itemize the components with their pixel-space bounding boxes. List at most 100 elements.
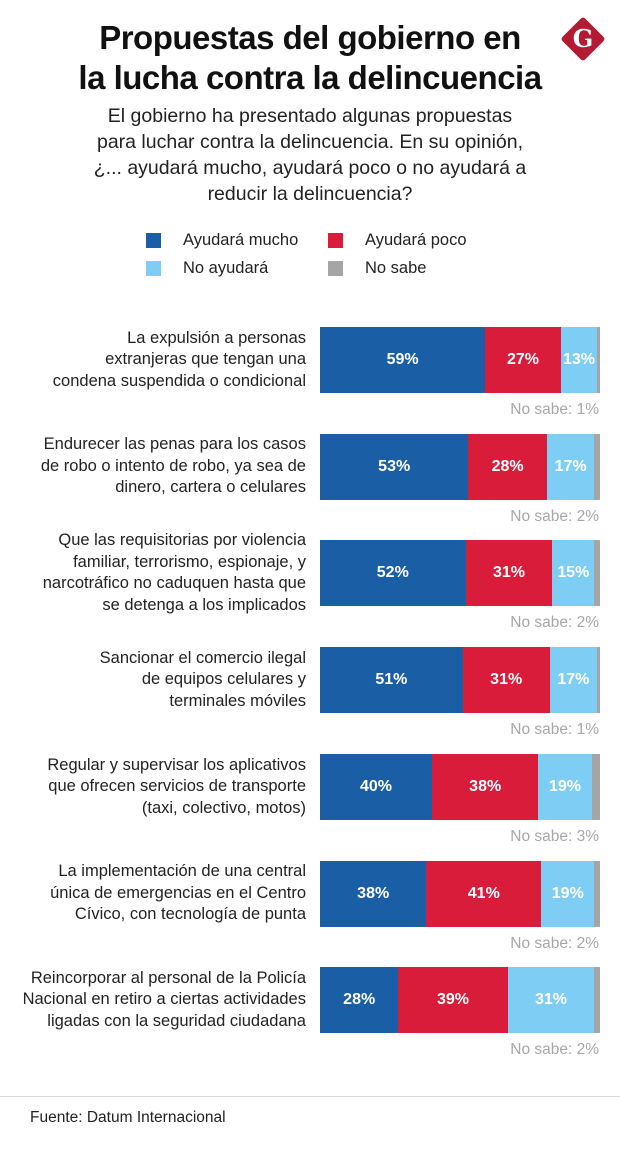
data-label: 51% bbox=[375, 671, 408, 689]
no-sabe-note: No sabe: 2% bbox=[510, 934, 599, 952]
logo-letter: G bbox=[573, 24, 594, 53]
segment-no-ayudara bbox=[541, 860, 595, 927]
segment-no-sabe bbox=[594, 433, 600, 500]
title-line: Propuestas del gobierno en bbox=[99, 19, 521, 56]
row-label-line: La expulsión a personas bbox=[127, 328, 306, 347]
data-label: 19% bbox=[551, 884, 584, 902]
no-sabe-note: No sabe: 1% bbox=[510, 401, 599, 418]
data-label: 13% bbox=[562, 351, 595, 368]
legend-item-ayudara-poco: Ayudará poco bbox=[328, 231, 467, 250]
row-label-line: única de emergencias en el Centro bbox=[50, 883, 306, 902]
segment-no-ayudara bbox=[552, 540, 595, 607]
row-label-line: (taxi, colectivo, motos) bbox=[141, 798, 306, 817]
row-label-line: dinero, cartera o celulares bbox=[115, 478, 306, 497]
segment-ayudara-mucho bbox=[320, 860, 427, 927]
legend-swatch bbox=[328, 261, 343, 276]
legend-label: Ayudará poco bbox=[365, 231, 467, 249]
subtitle-line: El gobierno ha presentado algunas propue… bbox=[107, 105, 513, 127]
segment-no-ayudara bbox=[549, 647, 598, 714]
legend-label: No sabe bbox=[365, 259, 427, 277]
data-label: 38% bbox=[357, 884, 390, 902]
legend-label: No ayudará bbox=[183, 259, 269, 277]
segment-ayudara-mucho bbox=[320, 540, 466, 607]
data-label: 41% bbox=[467, 884, 500, 902]
row-label-line: Regular y supervisar los aplicativos bbox=[47, 755, 306, 774]
segment-ayudara-poco bbox=[426, 860, 542, 927]
stacked-bar: 38% 41% 19% bbox=[320, 860, 600, 927]
data-label: 52% bbox=[376, 564, 409, 582]
row-label: La implementación de una central única de… bbox=[0, 861, 306, 926]
data-label: 59% bbox=[386, 351, 419, 368]
subtitle-line: para luchar contra la delincuencia. En s… bbox=[96, 131, 524, 153]
segment-no-sabe bbox=[594, 860, 600, 927]
row-label-line: que ofrecen servicios de transporte bbox=[48, 777, 306, 796]
segment-ayudara-poco bbox=[468, 433, 547, 500]
segment-no-ayudara bbox=[546, 433, 595, 500]
stacked-bar: 53% 28% 17% bbox=[320, 433, 600, 500]
row-label-line: de equipos celulares y bbox=[141, 670, 306, 689]
stacked-bar: 51% 31% 17% bbox=[320, 647, 600, 714]
row-label-line: ligadas con la seguridad ciudadana bbox=[47, 1011, 306, 1030]
data-label: 40% bbox=[359, 777, 393, 795]
data-label: 17% bbox=[557, 671, 590, 689]
row-label: Que las requisitorias por violencia famil… bbox=[0, 530, 306, 616]
logo-diamond bbox=[561, 17, 605, 61]
data-label: 28% bbox=[491, 457, 524, 475]
row-label-line: Que las requisitorias por violencia bbox=[58, 531, 306, 550]
row-label-line: Nacional en retiro a ciertas actividades bbox=[22, 990, 306, 1009]
no-sabe-note: No sabe: 2% bbox=[510, 614, 599, 632]
no-sabe-note: No sabe: 3% bbox=[510, 827, 599, 845]
segment-ayudara-mucho bbox=[320, 967, 399, 1034]
data-label: 27% bbox=[506, 351, 539, 368]
stacked-bar: 28% 39% 31% bbox=[320, 967, 600, 1034]
row-label-line: de robo o intento de robo, ya sea de bbox=[40, 456, 306, 475]
row-label-line: familiar, terrorismo, espionaje, y bbox=[73, 552, 306, 571]
row-label-line: Cívico, con tecnología de punta bbox=[74, 905, 306, 924]
data-label: 31% bbox=[492, 564, 525, 582]
segment-no-ayudara bbox=[538, 753, 592, 820]
chart-subtitle: El gobierno ha presentado algunas propue… bbox=[60, 103, 560, 207]
legend-item-ayudara-mucho: Ayudará mucho bbox=[146, 231, 298, 250]
segment-ayudara-poco bbox=[485, 327, 561, 393]
data-label: 15% bbox=[557, 564, 590, 582]
row-label-line: terminales móviles bbox=[169, 691, 306, 710]
segment-no-sabe bbox=[591, 753, 600, 820]
subtitle-line: ¿... ayudará mucho, ayudará poco o no ay… bbox=[93, 157, 527, 179]
segment-no-sabe bbox=[597, 647, 600, 714]
data-label: 39% bbox=[436, 991, 469, 1009]
row-label-line: Sancionar el comercio ilegal bbox=[99, 648, 306, 667]
segment-ayudara-mucho bbox=[320, 647, 463, 714]
legend-label: Ayudará mucho bbox=[183, 231, 299, 249]
legend-item-no-sabe: No sabe bbox=[328, 259, 426, 278]
segment-no-sabe bbox=[597, 327, 600, 393]
no-sabe-note: No sabe: 2% bbox=[510, 507, 599, 525]
stacked-bar: 59% 27% 13% bbox=[320, 327, 600, 393]
row-label-line: Endurecer las penas para los casos bbox=[43, 435, 306, 454]
segment-ayudara-poco bbox=[432, 753, 539, 820]
row-label: Regular y supervisar los aplicativos que … bbox=[0, 755, 306, 820]
row-label-line: condena suspendida o condicional bbox=[52, 371, 306, 390]
legend-swatch bbox=[146, 261, 161, 276]
row-label-line: La implementación de una central bbox=[58, 862, 306, 881]
source-note: Fuente: Datum Internacional bbox=[30, 1109, 226, 1126]
segment-no-sabe bbox=[594, 967, 600, 1034]
data-label: 19% bbox=[548, 777, 581, 795]
data-label: 28% bbox=[343, 991, 376, 1009]
row-label: Sancionar el comercio ilegal de equipos c… bbox=[0, 648, 306, 713]
stacked-bar: 52% 31% 15% bbox=[320, 540, 600, 607]
no-sabe-note: No sabe: 2% bbox=[510, 1041, 599, 1059]
row-label: La expulsión a personas extranjeras que t… bbox=[0, 328, 306, 393]
legend-item-no-ayudara: No ayudará bbox=[146, 259, 268, 278]
segment-ayudara-poco bbox=[462, 647, 550, 714]
title-line: la lucha contra la delincuencia bbox=[78, 59, 542, 96]
segment-ayudara-mucho bbox=[320, 753, 432, 820]
row-label-line: Reincorporar al personal de la Policía bbox=[30, 968, 306, 987]
legend-swatch bbox=[328, 233, 343, 248]
legend-swatch bbox=[146, 233, 161, 248]
data-label: 31% bbox=[490, 671, 523, 689]
segment-ayudara-poco bbox=[398, 967, 508, 1034]
data-label: 53% bbox=[378, 457, 411, 475]
row-label-line: extranjeras que tengan una bbox=[105, 350, 306, 369]
segment-ayudara-mucho bbox=[320, 433, 469, 500]
segment-no-ayudara bbox=[560, 327, 598, 393]
